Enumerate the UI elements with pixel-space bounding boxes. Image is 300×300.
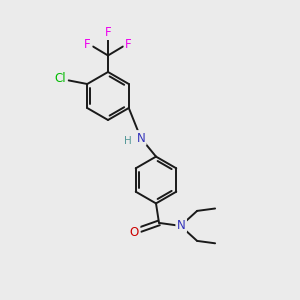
Text: F: F (105, 26, 111, 39)
Text: Cl: Cl (54, 72, 66, 86)
Text: F: F (125, 38, 132, 52)
Text: H: H (124, 136, 132, 146)
Text: O: O (130, 226, 139, 239)
Text: N: N (136, 131, 145, 145)
Text: N: N (177, 219, 186, 232)
Text: F: F (84, 38, 91, 52)
